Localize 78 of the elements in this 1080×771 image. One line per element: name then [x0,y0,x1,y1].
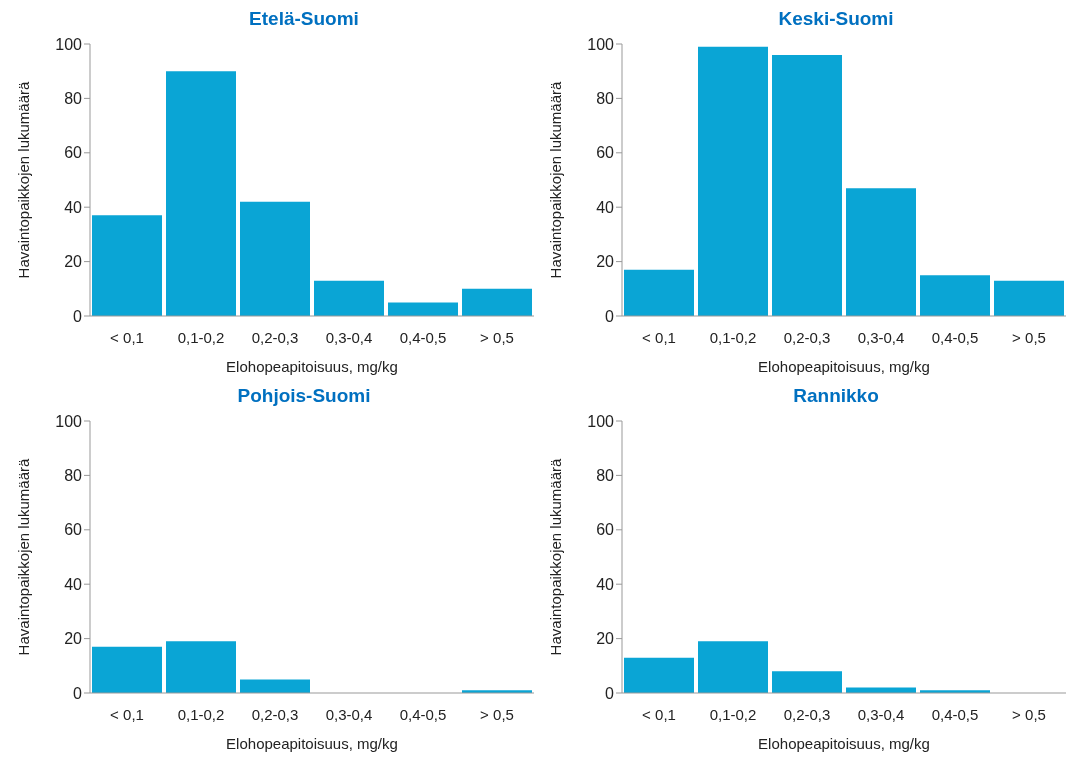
y-tick-label: 20 [596,630,615,648]
y-tick-label: 100 [587,35,615,53]
bar [92,215,162,316]
x-tick-label: 0,4-0,5 [399,705,447,723]
y-tick-label: 100 [55,412,83,430]
bar [698,46,768,316]
y-tick-label: 100 [55,35,83,53]
x-axis-title: Elohopeapitoisuus, mg/kg [758,735,930,752]
x-tick-label: 0,2-0,3 [783,705,831,723]
x-tick-label: 0,1-0,2 [177,328,225,346]
x-tick-label: > 0,5 [480,705,514,723]
bar [92,646,162,693]
y-tick-label: 20 [596,253,615,271]
bar [240,679,310,693]
y-tick-label: 0 [605,307,615,325]
bar [772,671,842,693]
bar [388,302,458,316]
x-tick-label: 0,1-0,2 [709,328,757,346]
bar [624,657,694,693]
bar [846,188,916,316]
x-tick-label: > 0,5 [1012,328,1046,346]
x-tick-label: 0,4-0,5 [399,328,447,346]
x-tick-label: 0,4-0,5 [931,705,979,723]
x-tick-label: > 0,5 [1012,705,1046,723]
bar [994,280,1064,316]
x-tick-label: 0,4-0,5 [931,328,979,346]
bar [314,280,384,316]
y-tick-label: 60 [596,144,615,162]
x-tick-label: 0,2-0,3 [251,328,299,346]
y-tick-label: 20 [64,630,83,648]
chart-title: Etelä-Suomi [248,8,360,31]
x-tick-label: 0,3-0,4 [857,328,905,346]
x-tick-label: 0,1-0,2 [177,705,225,723]
y-tick-label: 60 [64,521,83,539]
y-tick-label: 80 [64,90,83,108]
x-axis-title: Elohopeapitoisuus, mg/kg [226,358,398,375]
bar [624,269,694,316]
y-axis-title: Havaintopaikkojen lukumäärä [547,457,565,656]
x-axis-title: Elohopeapitoisuus, mg/kg [758,358,930,375]
y-axis-title: Havaintopaikkojen lukumäärä [15,457,33,656]
y-tick-label: 40 [596,575,615,593]
y-tick-label: 40 [64,198,83,216]
bar [240,201,310,316]
x-tick-label: < 0,1 [110,328,144,346]
x-tick-label: 0,3-0,4 [857,705,905,723]
bar [772,54,842,316]
y-tick-label: 0 [73,307,83,325]
y-tick-label: 40 [596,198,615,216]
x-axis-title: Elohopeapitoisuus, mg/kg [226,735,398,752]
x-tick-label: < 0,1 [642,328,676,346]
bar [698,641,768,693]
y-tick-label: 40 [64,575,83,593]
bar [920,275,990,316]
bar [166,641,236,693]
y-tick-label: 0 [605,684,615,702]
y-tick-label: 60 [596,521,615,539]
y-axis-title: Havaintopaikkojen lukumäärä [15,80,33,279]
y-tick-label: 80 [64,467,83,485]
x-tick-label: 0,1-0,2 [709,705,757,723]
y-tick-label: 80 [596,467,615,485]
x-tick-label: 0,3-0,4 [325,705,373,723]
y-tick-label: 0 [73,684,83,702]
x-tick-label: 0,2-0,3 [251,705,299,723]
y-tick-label: 20 [64,253,83,271]
y-tick-label: 60 [64,144,83,162]
y-tick-label: 100 [587,412,615,430]
x-tick-label: < 0,1 [642,705,676,723]
x-tick-label: 0,2-0,3 [783,328,831,346]
chart-title: Rannikko [792,385,880,408]
chart-title: Keski-Suomi [777,8,895,31]
bar [166,71,236,316]
y-tick-label: 80 [596,90,615,108]
x-tick-label: 0,3-0,4 [325,328,373,346]
x-tick-label: < 0,1 [110,705,144,723]
bar [462,288,532,316]
chart-title: Pohjois-Suomi [236,385,372,408]
x-tick-label: > 0,5 [480,328,514,346]
y-axis-title: Havaintopaikkojen lukumäärä [547,80,565,279]
